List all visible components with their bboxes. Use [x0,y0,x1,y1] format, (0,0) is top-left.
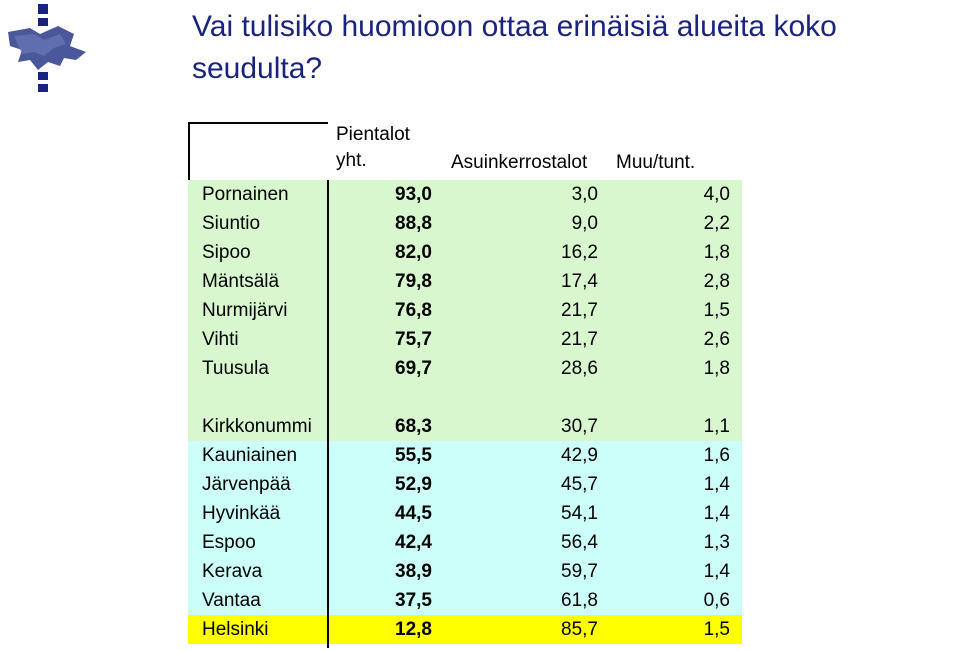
pientalot-value: 69,7 [395,358,432,379]
row-name: Sipoo [202,242,251,263]
row-name: Helsinki [202,619,269,640]
muu-value: 1,5 [703,619,730,640]
table-row: Kauniainen 55,5 42,9 1,6 [188,441,742,470]
table-row: Pornainen 93,0 3,0 4,0 [188,180,742,209]
muu-value: 1,4 [703,503,730,524]
muu-value: 1,6 [703,445,730,466]
kerrostalot-value: 9,0 [571,213,598,234]
table-row: Nurmijärvi 76,8 21,7 1,5 [188,296,742,325]
muu-value: 1,8 [703,358,730,379]
row-name: Vantaa [202,590,261,611]
muu-value: 1,8 [703,242,730,263]
kerrostalot-value: 56,4 [561,532,598,553]
kerrostalot-value: 3,0 [571,184,598,205]
pientalot-value: 55,5 [395,445,432,466]
university-logo [0,0,96,96]
table-row: Järvenpää 52,9 45,7 1,4 [188,470,742,499]
table-row: Tuusula 69,7 28,6 1,8 [188,354,742,383]
kerrostalot-value: 21,7 [561,329,598,350]
kerrostalot-value: 21,7 [561,300,598,321]
pientalot-value: 42,4 [395,532,432,553]
muu-value: 2,2 [703,213,730,234]
pientalot-value: 75,7 [395,329,432,350]
kerrostalot-value: 42,9 [561,445,598,466]
pientalot-value: 88,8 [395,213,432,234]
kerrostalot-value: 28,6 [561,358,598,379]
row-name: Kauniainen [202,445,298,466]
muu-value: 0,6 [703,590,730,611]
row-name: Pornainen [202,184,289,205]
table-row: Helsinki 12,8 85,7 1,5 [188,615,742,644]
table-row: Mäntsälä 79,8 17,4 2,8 [188,267,742,296]
kerrostalot-value: 59,7 [561,561,598,582]
muu-value: 2,8 [703,271,730,292]
pientalot-value: 44,5 [395,503,432,524]
kerrostalot-value: 16,2 [561,242,598,263]
table-row: Kerava 38,9 59,7 1,4 [188,557,742,586]
pientalot-value: 76,8 [395,300,432,321]
row-name: Espoo [202,532,256,553]
kerrostalot-value: 17,4 [561,271,598,292]
kerrostalot-value: 54,1 [561,503,598,524]
table-row: Sipoo 82,0 16,2 1,8 [188,238,742,267]
muu-value: 2,6 [703,329,730,350]
pientalot-value: 79,8 [395,271,432,292]
pientalot-value: 68,3 [395,416,432,437]
kerrostalot-value: 85,7 [561,619,598,640]
table-row: Espoo 42,4 56,4 1,3 [188,528,742,557]
row-name: Nurmijärvi [202,300,288,321]
header-asuinkerrostalot: Asuinkerrostalot [451,152,588,173]
logo-icon [8,4,86,92]
pientalot-value: 38,9 [395,561,432,582]
table-row: Vantaa 37,5 61,8 0,6 [188,586,742,615]
row-name: Vihti [202,329,239,350]
table-row: Vihti 75,7 21,7 2,6 [188,325,742,354]
pientalot-value: 93,0 [395,184,432,205]
row-name: Hyvinkää [202,503,281,524]
header-corner-box [188,122,328,182]
housing-table: Pientalot yht. Asuinkerrostalot Muu/tunt… [186,120,742,648]
muu-value: 1,4 [703,474,730,495]
pientalot-value: 52,9 [395,474,432,495]
row-name: Mäntsälä [202,271,280,292]
muu-value: 1,5 [703,300,730,321]
row-name: Kerava [202,561,263,582]
pientalot-value: 12,8 [395,619,432,640]
row-name: Siuntio [202,213,261,234]
page-title: Vai tulisiko huomioon ottaa erinäisiä al… [192,10,837,85]
muu-value: 1,3 [703,532,730,553]
muu-value: 1,4 [703,561,730,582]
muu-value: 1,1 [703,416,730,437]
column-divider [327,180,329,648]
table-row: Kirkkonummi 68,3 30,7 1,1 [188,412,742,441]
table-row: Hyvinkää 44,5 54,1 1,4 [188,499,742,528]
pientalot-value: 82,0 [395,242,432,263]
muu-value: 4,0 [703,184,730,205]
pientalot-value: 37,5 [395,590,432,611]
kerrostalot-value: 61,8 [561,590,598,611]
row-name: Tuusula [202,358,269,379]
kerrostalot-value: 45,7 [561,474,598,495]
table-row [188,383,742,412]
header-muu: Muu/tunt. [616,152,696,173]
header-pientalot: Pientalot yht. [336,124,410,171]
kerrostalot-value: 30,7 [561,416,598,437]
table-row: Siuntio 88,8 9,0 2,2 [188,209,742,238]
row-name: Kirkkonummi [202,416,312,437]
row-name: Järvenpää [202,474,291,495]
